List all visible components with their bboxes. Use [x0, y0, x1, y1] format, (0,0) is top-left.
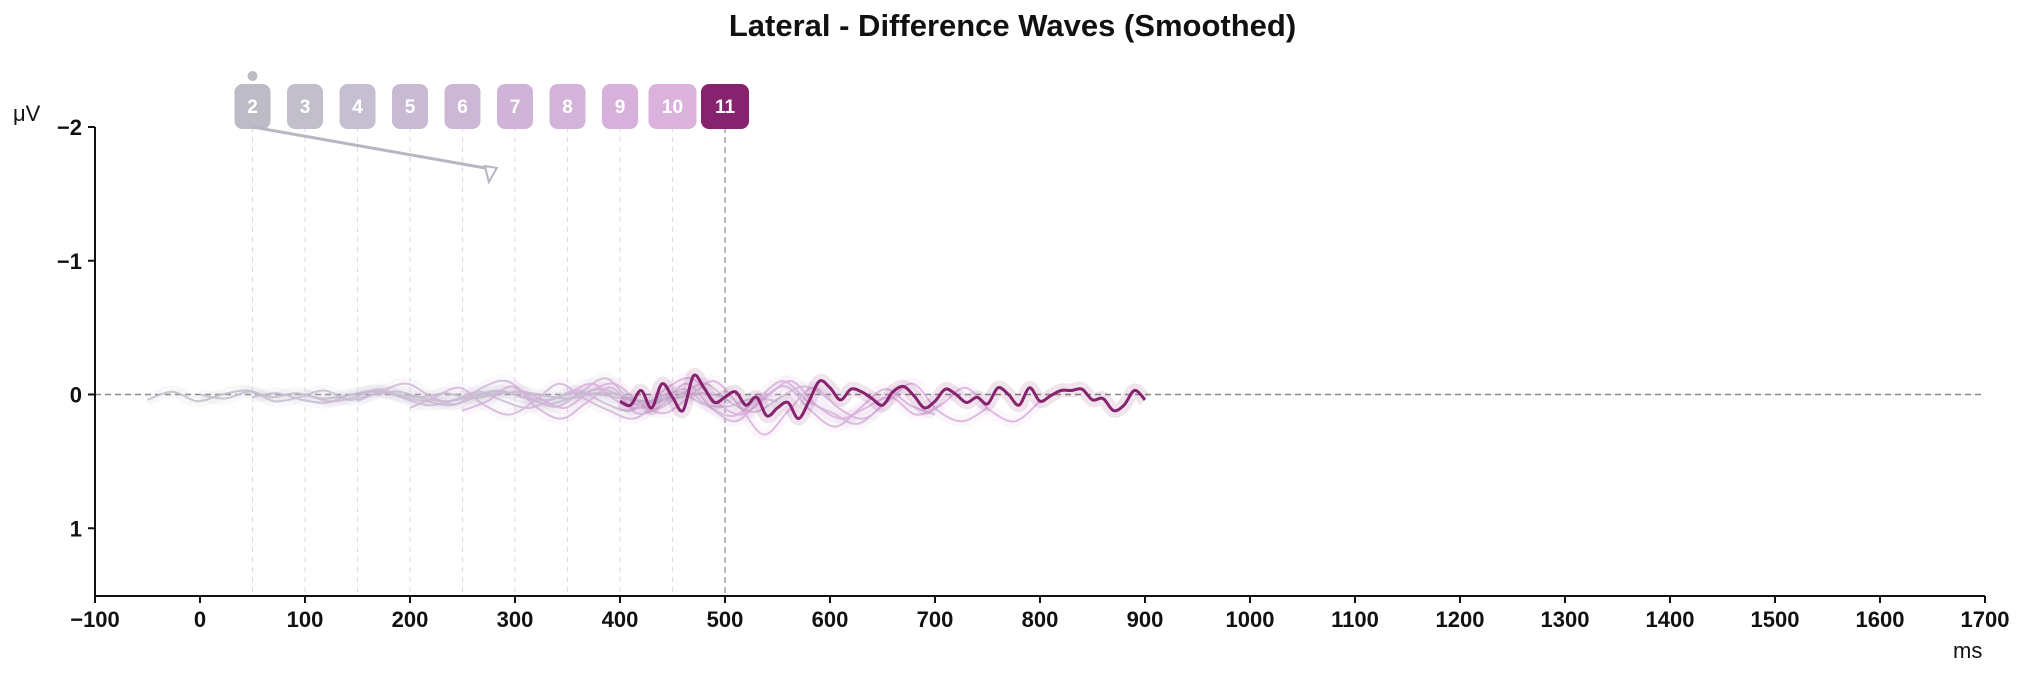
- x-tick-label: 1700: [1961, 607, 2010, 632]
- axes: −100 0 100 200 300 400 500 600 700 800 900 1000 1100…: [57, 115, 2010, 632]
- condition-badge-label: 8: [562, 97, 573, 118]
- x-tick-label: 1100: [1331, 607, 1379, 632]
- condition-badge-box[interactable]: [392, 84, 428, 129]
- condition-badge-box[interactable]: [648, 84, 697, 129]
- x-tick-label: 800: [1022, 607, 1059, 632]
- x-tick-label: 300: [497, 607, 534, 632]
- x-tick-label: 900: [1127, 607, 1164, 632]
- condition-badge-3[interactable]: 3: [287, 84, 323, 129]
- x-tick-label: 500: [707, 607, 744, 632]
- condition-badge-2[interactable]: 2: [234, 84, 271, 129]
- condition-badge-box[interactable]: [339, 84, 376, 129]
- condition-badge-9[interactable]: 9: [602, 84, 638, 129]
- condition-badge-label: 9: [615, 97, 626, 118]
- series-group: [145, 368, 1151, 441]
- condition-badge-box[interactable]: [602, 84, 638, 129]
- series-line-7: [409, 380, 884, 425]
- y-tick-label: 0: [70, 383, 82, 408]
- x-tick-label: 1300: [1541, 607, 1590, 632]
- condition-badge-box[interactable]: [287, 84, 323, 129]
- condition-badge-10[interactable]: 10: [648, 84, 697, 129]
- condition-badge-box[interactable]: [701, 84, 749, 129]
- drag-arrow-head: [483, 164, 499, 185]
- x-tick-label: 1500: [1751, 607, 1800, 632]
- condition-badge-label: 10: [662, 97, 683, 118]
- condition-badge-label: 6: [457, 97, 468, 118]
- drag-arrow-line: [252, 125, 492, 171]
- x-tick-label: 1600: [1856, 607, 1905, 632]
- x-tick-label: −100: [70, 607, 120, 632]
- chart-title: Lateral - Difference Waves (Smoothed): [728, 8, 1297, 43]
- x-tick-label: 1400: [1646, 607, 1695, 632]
- condition-badge-5[interactable]: 5: [392, 84, 428, 129]
- condition-badge-box[interactable]: [234, 84, 271, 129]
- condition-badge-4[interactable]: 4: [339, 84, 376, 129]
- drag-arrow: [247, 71, 499, 185]
- x-tick-label: 600: [812, 607, 849, 632]
- y-tick-label: 1: [70, 516, 82, 541]
- y-tick-label: −1: [57, 249, 82, 274]
- condition-badge-label: 7: [510, 97, 521, 118]
- x-tick-label: 1200: [1436, 607, 1485, 632]
- x-tick-label: 200: [392, 607, 429, 632]
- condition-badge-label: 3: [300, 97, 311, 118]
- series-line-11: [619, 373, 1147, 421]
- y-tick-label: −2: [57, 115, 82, 140]
- series-line-9: [514, 380, 989, 436]
- condition-badge-7[interactable]: 7: [497, 84, 533, 129]
- condition-badge-box[interactable]: [444, 84, 481, 129]
- series-line-8: [462, 382, 936, 428]
- condition-badge-8[interactable]: 8: [549, 84, 586, 129]
- marker-gridlines: [251, 127, 726, 596]
- condition-badge-label: 4: [352, 97, 363, 118]
- condition-badge-box[interactable]: [549, 84, 586, 129]
- x-tick-label: 1000: [1226, 607, 1275, 632]
- y-axis-label: μV: [13, 101, 41, 126]
- drag-handle-dot: [247, 71, 258, 81]
- x-tick-label: 700: [917, 607, 954, 632]
- condition-badge-11[interactable]: 11: [701, 84, 749, 129]
- condition-badge-label: 2: [247, 97, 258, 118]
- condition-badge-label: 11: [715, 97, 736, 118]
- x-axis-label: ms: [1953, 638, 1983, 663]
- condition-badge-label: 5: [405, 97, 416, 118]
- x-tick-label: 100: [287, 607, 324, 632]
- condition-badge-6[interactable]: 6: [444, 84, 481, 129]
- condition-markers: 2 3 4 5 6 7 8 9 10 11: [234, 84, 749, 129]
- x-tick-label: 400: [602, 607, 639, 632]
- condition-badge-box[interactable]: [497, 84, 533, 129]
- series-line-10: [567, 376, 1041, 423]
- x-tick-label: 0: [194, 607, 206, 632]
